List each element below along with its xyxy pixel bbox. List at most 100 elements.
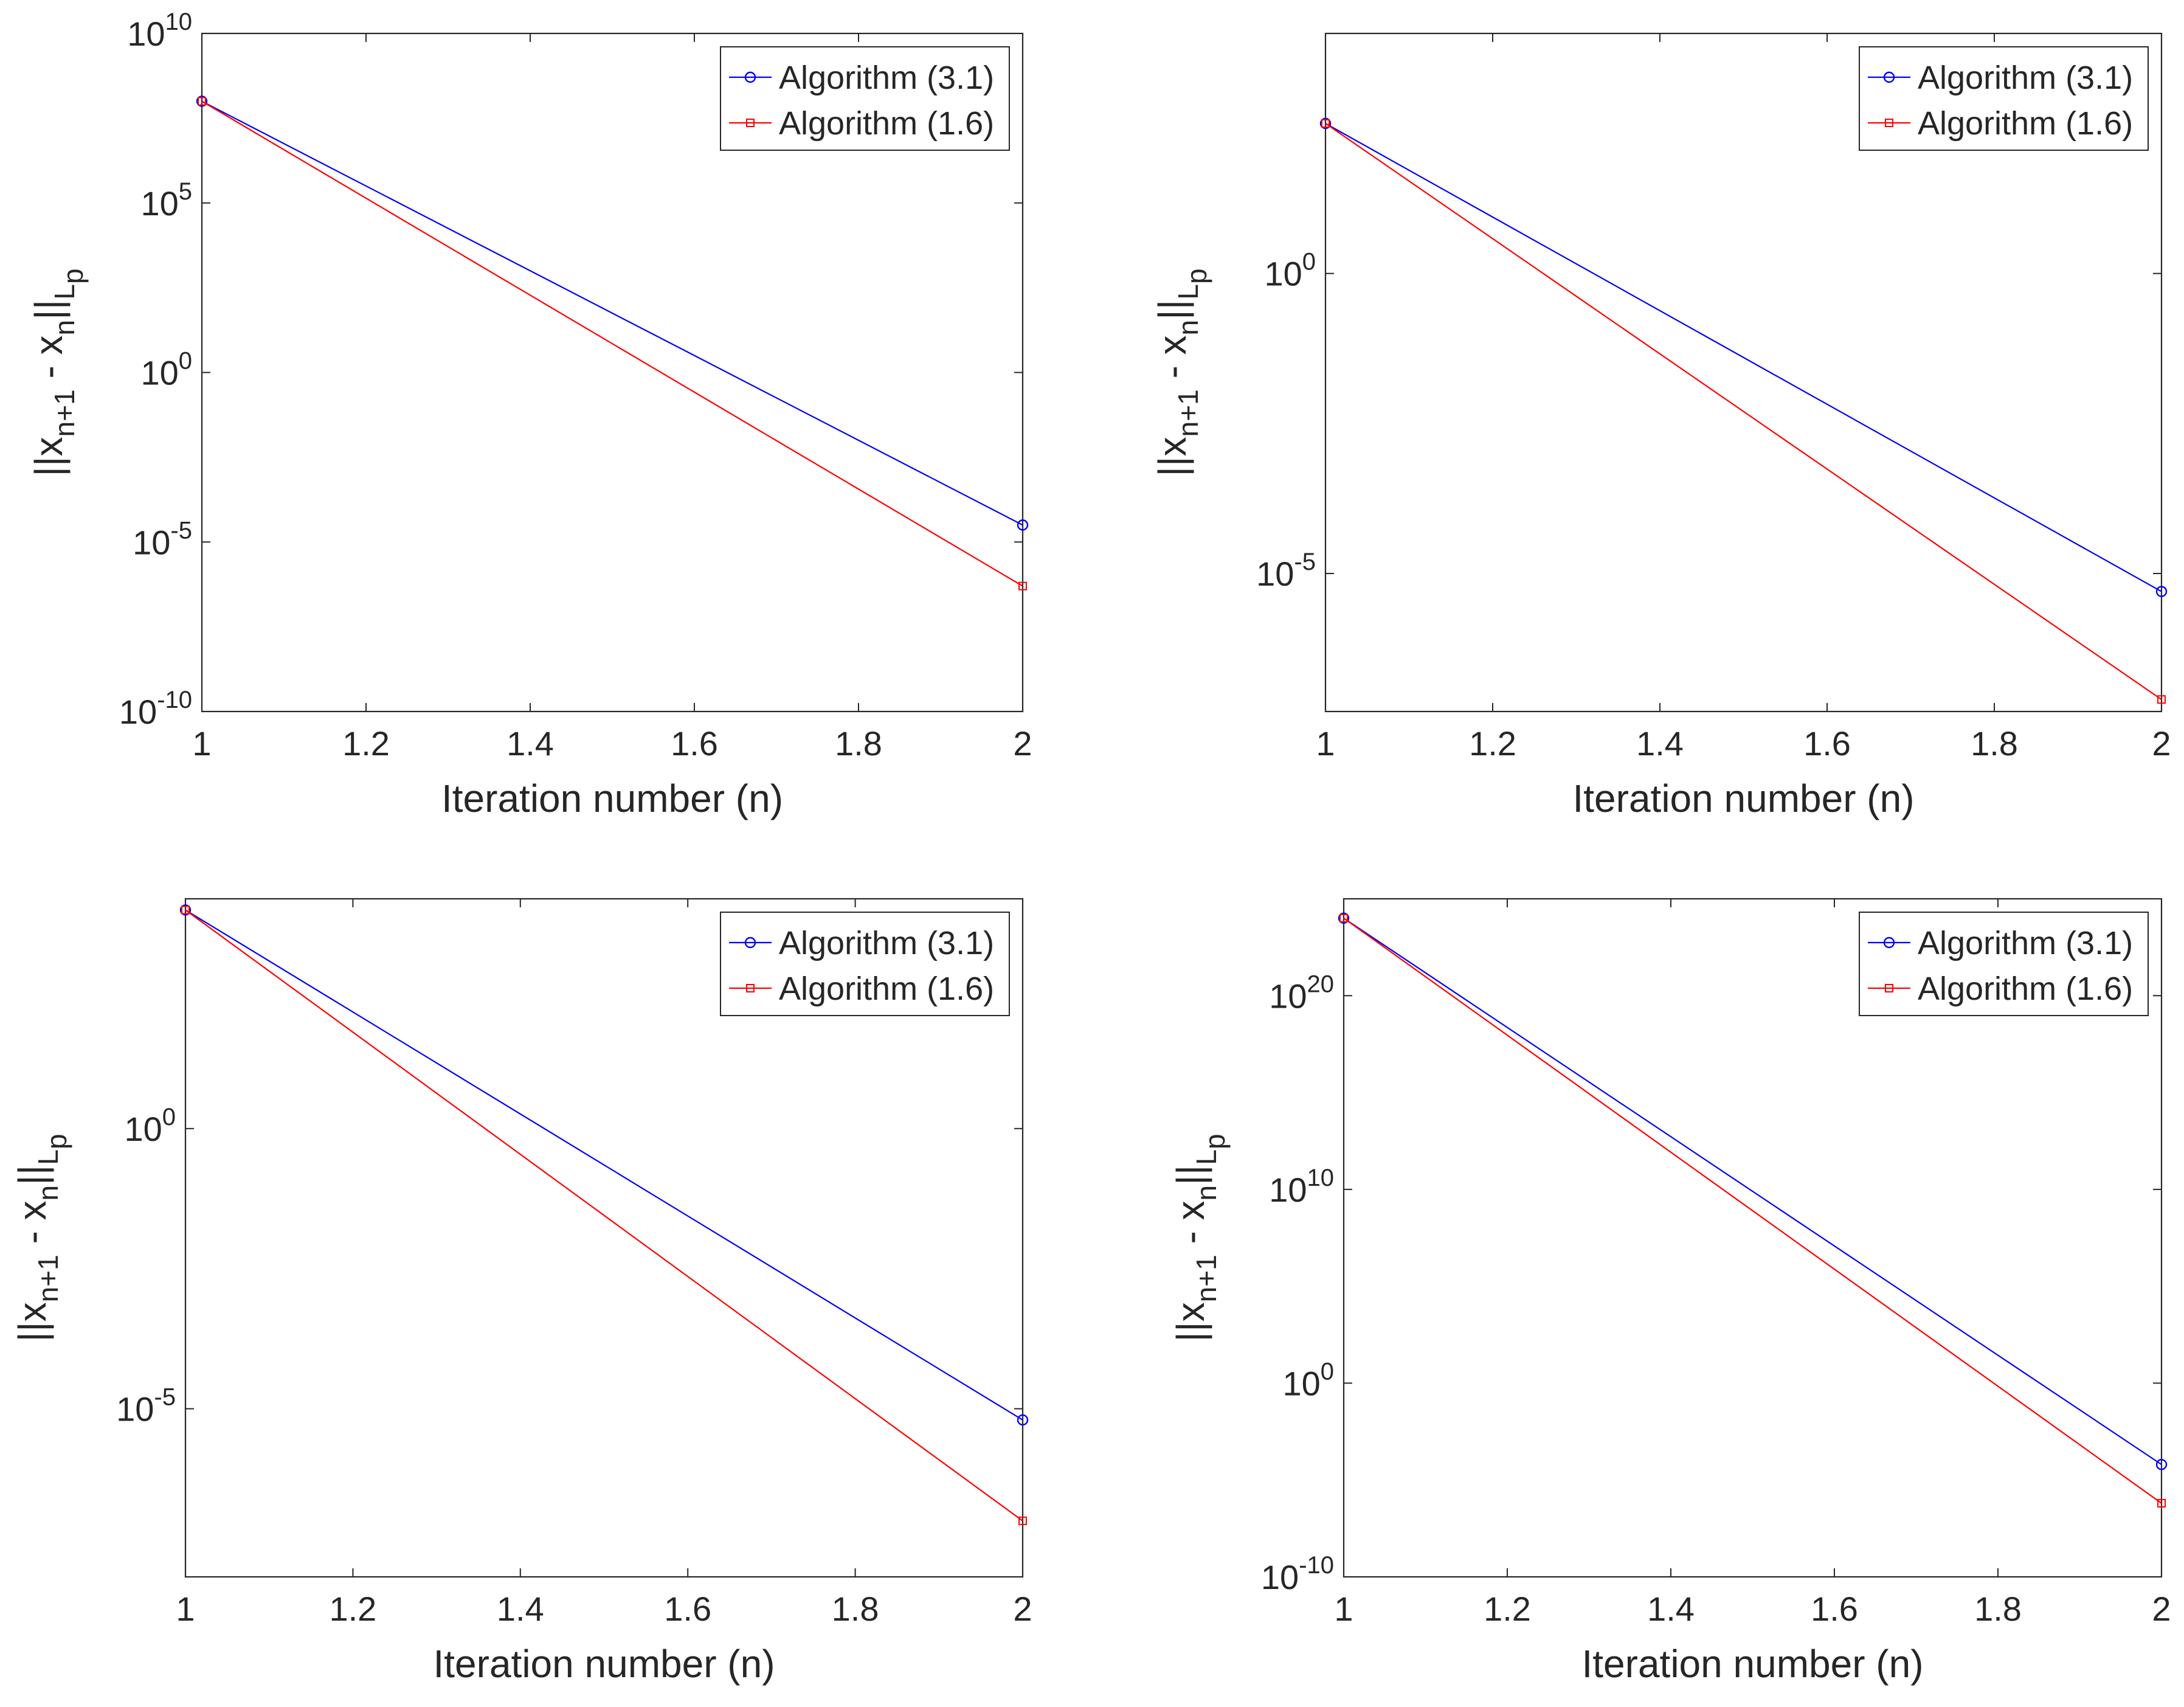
data-point-algorithm-3-1 [1017, 1414, 1029, 1426]
legend-box [1859, 912, 2149, 1016]
y-label-sub-n1: n+1 [32, 1255, 64, 1302]
y-tick-base: 10 [1264, 255, 1302, 293]
y-tick-exponent: -5 [1294, 549, 1316, 575]
y-tick-exponent: -5 [154, 1384, 176, 1411]
y-label-sub-L: L [1190, 1149, 1222, 1165]
x-tick-label: 1.4 [497, 1590, 544, 1628]
x-tick-label: 1.2 [329, 1590, 376, 1628]
y-label-norm-x: ||x [27, 437, 71, 476]
data-point-algorithm-3-1 [2155, 586, 2168, 597]
series-group [179, 904, 1029, 1525]
series-group [196, 95, 1029, 590]
y-label-sub-n1: n+1 [1172, 389, 1204, 437]
series-line-algorithm-1-6 [1325, 123, 2162, 701]
y-label-minus-x: - x [1169, 1200, 1212, 1255]
y-label-sub-p: p [1199, 1134, 1231, 1149]
x-tick-label: 1.6 [664, 1590, 711, 1628]
x-tick-label: 1 [176, 1590, 195, 1628]
y-label-sub-n1: n+1 [1190, 1255, 1222, 1302]
x-tick-label: 1 [1316, 724, 1335, 763]
series-line-algorithm-1-6 [185, 909, 1023, 1522]
y-label-sub-p: p [1181, 268, 1212, 284]
y-tick-label: 100 [1282, 1358, 1334, 1402]
y-axis-label: ||xn+1 - xn||Lp [10, 1134, 72, 1342]
data-point-algorithm-1-6 [181, 905, 190, 915]
legend-marker-circle [1883, 71, 1895, 83]
y-tick-exponent: -5 [170, 517, 192, 544]
panel-top-left: 1 1.2 1.4 1.6 1.8 2101010510010-510-10Iterati… [27, 9, 1032, 820]
y-label-sub-p: p [57, 268, 89, 284]
y-tick-exponent: 10 [1307, 1165, 1335, 1191]
y-label-norm-close: || [10, 1165, 54, 1185]
series-group [1319, 117, 2168, 704]
y-tick-label: 10-10 [119, 687, 192, 731]
y-axis-label: ||xn+1 - xn||Lp [1150, 268, 1212, 476]
y-label-sub-L: L [49, 284, 80, 300]
y-axis-label: ||xn+1 - xn||Lp [27, 268, 89, 476]
y-tick-exponent: -10 [1299, 1552, 1334, 1579]
x-axis-label: Iteration number (n) [433, 1642, 775, 1686]
legend: Algorithm (3.1) Algorithm (1.6) [720, 46, 1010, 151]
y-tick-base: 10 [119, 693, 157, 731]
legend-label: Algorithm (3.1) [779, 925, 994, 961]
y-label-sub-L: L [32, 1149, 64, 1165]
y-label-minus-x: - x [10, 1200, 54, 1255]
x-tick-label: 1.4 [1647, 1590, 1695, 1628]
x-axis-label: Iteration number (n) [441, 777, 783, 820]
y-tick-label: 105 [140, 178, 192, 223]
legend: Algorithm (3.1) Algorithm (1.6) [720, 912, 1010, 1016]
y-tick-label: 10-5 [1256, 549, 1316, 593]
y-tick-base: 10 [1269, 977, 1307, 1015]
y-tick-base: 10 [116, 1390, 154, 1428]
y-tick-exponent: 0 [1302, 249, 1316, 275]
legend-marker-square [1885, 119, 1893, 127]
x-tick-label: 1.4 [506, 724, 554, 763]
y-axis-label: ||xn+1 - xn||Lp [1169, 1134, 1231, 1342]
y-tick-label: 1020 [1269, 971, 1334, 1015]
y-label-norm-close: || [1169, 1165, 1212, 1185]
y-tick-base: 10 [1261, 1558, 1299, 1596]
y-label-minus-x: - x [1150, 335, 1194, 389]
y-tick-base: 10 [124, 1110, 162, 1148]
series-line-algorithm-3-1 [1343, 917, 2162, 1466]
x-tick-label: 1.6 [1811, 1590, 1858, 1628]
y-label-sub-n: n [1172, 320, 1204, 336]
y-label-norm-x: ||x [1169, 1302, 1212, 1342]
data-point-algorithm-1-6 [1339, 913, 1348, 923]
data-point-algorithm-3-1 [1017, 519, 1029, 531]
legend-label: Algorithm (1.6) [779, 105, 994, 142]
x-tick-label: 1.8 [835, 724, 882, 763]
x-tick-label: 2 [1013, 1590, 1032, 1628]
data-point-algorithm-3-1 [196, 95, 208, 107]
y-tick-exponent: 20 [1307, 971, 1335, 997]
y-tick-label: 10-5 [133, 517, 192, 561]
y-tick-base: 10 [133, 523, 170, 561]
legend-box [720, 912, 1010, 1016]
y-tick-exponent: -10 [157, 687, 192, 713]
x-axis-label: Iteration number (n) [1581, 1642, 1923, 1686]
legend-label: Algorithm (3.1) [1918, 60, 2133, 96]
legend-marker-circle [1883, 937, 1895, 949]
series-line-algorithm-3-1 [201, 100, 1023, 526]
y-tick-base: 10 [1256, 555, 1294, 593]
y-label-sub-n: n [49, 320, 80, 336]
x-tick-label: 1.2 [1469, 724, 1516, 763]
x-tick-label: 1.8 [1971, 724, 2018, 763]
y-label-norm-close: || [27, 300, 71, 320]
legend-marker-square [1885, 984, 1893, 992]
data-point-algorithm-3-1 [1319, 117, 1332, 130]
legend-label: Algorithm (3.1) [779, 60, 994, 96]
panel-bottom-right: 1 1.2 1.4 1.6 1.8 21020101010010-10Iteration … [1169, 898, 2171, 1686]
legend-label: Algorithm (1.6) [1918, 105, 2133, 142]
data-point-algorithm-1-6 [2157, 1498, 2166, 1508]
x-tick-label: 1.4 [1636, 724, 1684, 763]
data-point-algorithm-3-1 [2155, 1459, 2168, 1470]
data-point-algorithm-1-6 [2157, 695, 2166, 704]
legend-box [720, 46, 1010, 151]
x-tick-label: 1.6 [1803, 724, 1851, 763]
legend-label: Algorithm (1.6) [779, 971, 994, 1007]
y-tick-label: 100 [1264, 249, 1316, 293]
legend-marker-square [746, 984, 755, 992]
